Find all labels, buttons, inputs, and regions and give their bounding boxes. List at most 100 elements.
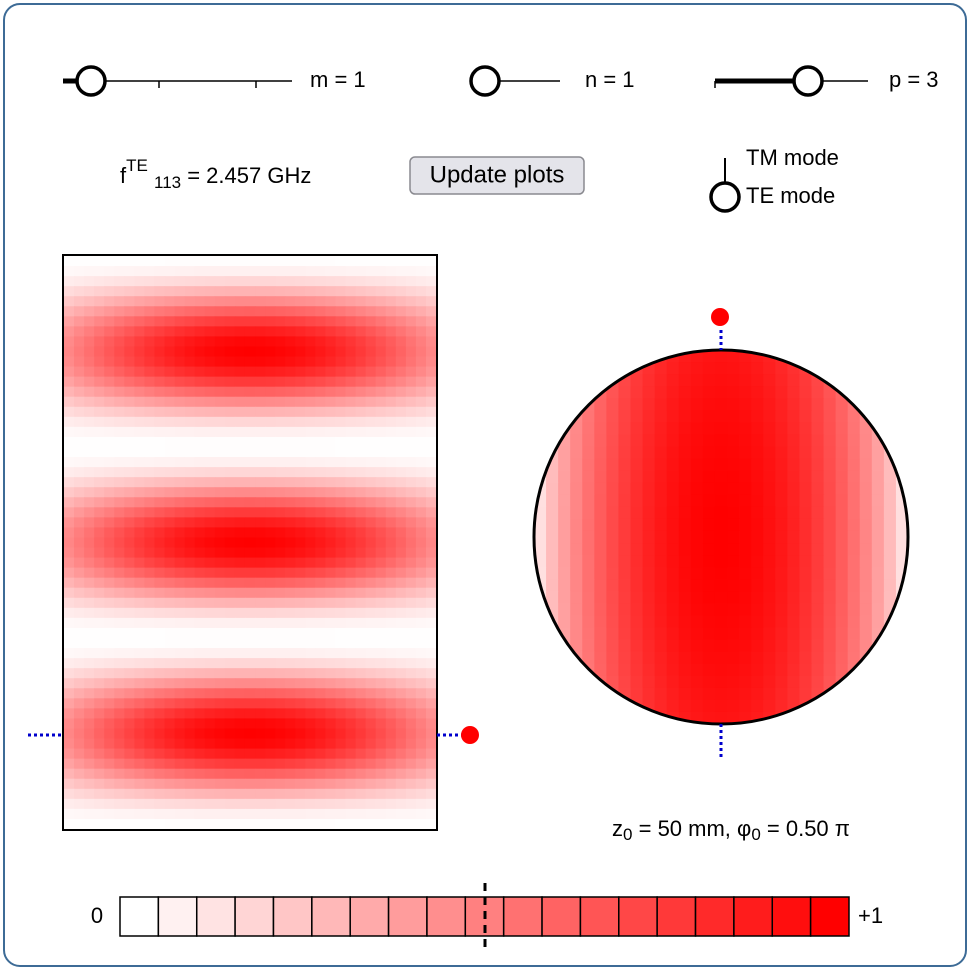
- heatmap-cell: [64, 607, 75, 619]
- heatmap-cell: [204, 336, 216, 347]
- heatmap-cell: [395, 708, 407, 719]
- heatmap-cell: [74, 487, 85, 498]
- heatmap-cell: [385, 808, 397, 820]
- heatmap-cell: [666, 579, 680, 592]
- heatmap-cell: [335, 547, 347, 559]
- heatmap-cell: [285, 507, 296, 518]
- heatmap-cell: [375, 718, 387, 729]
- heatmap-cell: [666, 675, 680, 689]
- heatmap-cell: [204, 436, 216, 448]
- heatmap-cell: [174, 587, 186, 599]
- heatmap-cell: [285, 567, 296, 579]
- heatmap-cell: [534, 543, 547, 556]
- heatmap-cell: [214, 507, 226, 518]
- slider-n[interactable]: [469, 65, 560, 97]
- heatmap-cell: [214, 356, 226, 368]
- heatmap-cell: [124, 678, 135, 689]
- heatmap-cell: [234, 497, 246, 508]
- heatmap-cell: [325, 808, 336, 820]
- heatmap-cell: [124, 648, 135, 659]
- heatmap-cell: [335, 698, 347, 709]
- heatmap-cell: [214, 447, 226, 458]
- heatmap-cell: [154, 557, 166, 569]
- heatmap-cell: [84, 326, 95, 337]
- heatmap-cell: [618, 896, 658, 937]
- heatmap-cell: [74, 366, 85, 378]
- heatmap-cell: [751, 494, 764, 508]
- heatmap-cell: [690, 458, 704, 472]
- heatmap-cell: [104, 547, 115, 559]
- heatmap-cell: [84, 447, 95, 458]
- heatmap-cell: [154, 316, 166, 327]
- heatmap-cell: [84, 527, 95, 538]
- heatmap-cell: [134, 808, 145, 820]
- heatmap-cell: [164, 507, 176, 518]
- heatmap-cell: [618, 410, 632, 423]
- heatmap-cell: [690, 615, 704, 628]
- heatmap-cell: [763, 651, 776, 665]
- heatmap-cell: [305, 768, 316, 780]
- heatmap-cell: [666, 482, 680, 496]
- heatmap-cell: [124, 356, 135, 368]
- heatmap-cell: [425, 286, 437, 297]
- heatmap-cell: [214, 698, 226, 709]
- heatmap-cell: [375, 587, 387, 599]
- heatmap-cell: [385, 678, 397, 689]
- heatmap-cell: [224, 718, 236, 729]
- heatmap-cell: [234, 286, 246, 297]
- angle-handle[interactable]: [711, 308, 729, 326]
- heatmap-cell: [405, 738, 417, 750]
- heatmap-cell: [194, 758, 206, 770]
- heatmap-cell: [763, 530, 776, 544]
- heatmap-cell: [847, 434, 861, 448]
- heatmap-cell: [64, 577, 75, 589]
- heatmap-cell: [194, 708, 206, 719]
- position-handle[interactable]: [461, 726, 479, 744]
- heatmap-cell: [275, 306, 286, 317]
- slider-m[interactable]: [63, 65, 292, 97]
- slider-p[interactable]: [714, 65, 868, 97]
- heatmap-cell: [335, 326, 347, 337]
- update-button[interactable]: Update plots: [409, 156, 585, 195]
- heatmap-cell: [345, 266, 357, 277]
- heatmap-cell: [224, 658, 236, 669]
- heatmap-cell: [255, 286, 266, 297]
- heatmap-cell: [823, 555, 837, 568]
- heatmap-cell: [154, 547, 166, 559]
- mode-toggle[interactable]: [709, 158, 741, 213]
- heatmap-cell: [255, 527, 266, 538]
- heatmap-cell: [114, 336, 125, 347]
- heatmap-cell: [345, 316, 357, 327]
- heatmap-cell: [154, 688, 166, 699]
- heatmap-cell: [164, 718, 176, 729]
- heatmap-cell: [405, 587, 417, 599]
- heatmap-cell: [114, 416, 125, 428]
- heatmap-cell: [184, 627, 196, 639]
- heatmap-cell: [751, 410, 764, 423]
- heatmap-cell: [234, 896, 275, 937]
- heatmap-cell: [84, 638, 95, 649]
- heatmap-cell: [204, 728, 216, 740]
- heatmap-cell: [124, 718, 135, 729]
- heatmap-cell: [74, 758, 85, 770]
- heatmap-cell: [618, 446, 632, 460]
- heatmap-cell: [714, 422, 728, 435]
- heatmap-cell: [315, 638, 326, 649]
- heatmap-cell: [594, 422, 607, 435]
- heatmap-cell: [134, 678, 145, 689]
- heatmap-cell: [164, 366, 176, 378]
- heatmap-cell: [184, 587, 196, 599]
- heatmap-cell: [425, 326, 437, 337]
- heatmap-cell: [244, 638, 256, 649]
- heatmap-cell: [285, 728, 296, 740]
- heatmap-cell: [325, 638, 336, 649]
- heatmap-cell: [425, 487, 437, 498]
- heatmap-cell: [94, 537, 105, 549]
- heatmap-cell: [114, 808, 125, 820]
- heatmap-cell: [84, 517, 95, 528]
- heatmap-cell: [174, 517, 186, 528]
- heatmap-cell: [255, 306, 266, 317]
- heatmap-cell: [375, 426, 387, 438]
- heatmap-cell: [265, 517, 276, 528]
- button-label[interactable]: Update plots: [430, 161, 565, 188]
